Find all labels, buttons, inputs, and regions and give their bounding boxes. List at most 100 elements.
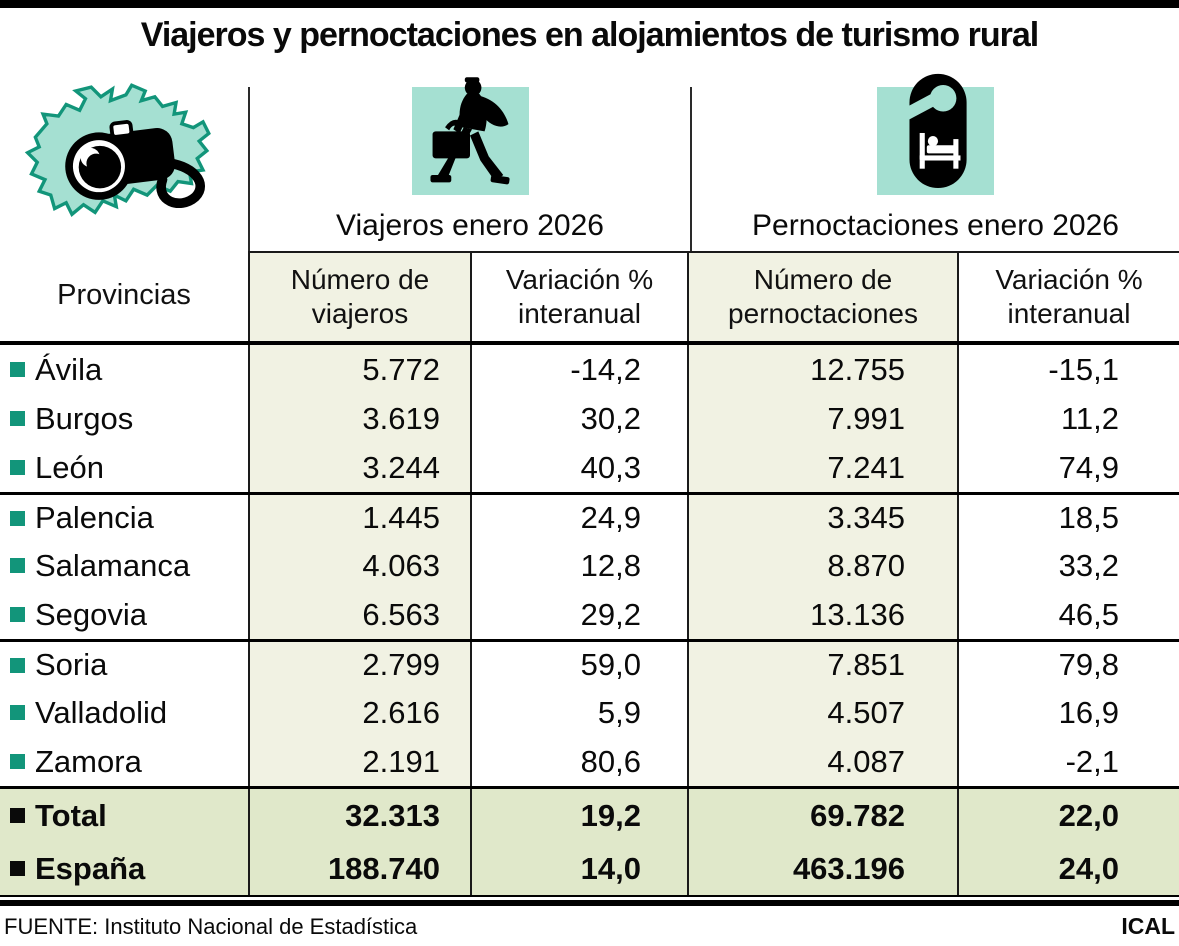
table-row: Soria 2.799 59,0 7.851 79,8 <box>0 639 1179 688</box>
table-row: Ávila 5.772 -14,2 12.755 -15,1 <box>0 345 1179 394</box>
province-bullet-icon <box>10 460 25 475</box>
num-pernoctaciones-value: 69.782 <box>687 789 957 842</box>
num-pernoctaciones-value: 8.870 <box>687 541 957 590</box>
num-pernoctaciones-value: 7.851 <box>687 642 957 688</box>
row-label-cell: Burgos <box>0 394 248 443</box>
row-label-cell: Segovia <box>0 590 248 639</box>
row-label: Total <box>35 797 107 833</box>
row-label-cell: Ávila <box>0 345 248 394</box>
var-viajeros-value: -14,2 <box>470 345 687 394</box>
var-pernoctaciones-value: -2,1 <box>957 737 1179 786</box>
num-pernoctaciones-column-header: Número de pernoctaciones <box>687 251 957 341</box>
bed-glyph <box>919 132 960 169</box>
num-viajeros-value: 5.772 <box>248 345 470 394</box>
total-row: España 188.740 14,0 463.196 24,0 <box>0 842 1179 895</box>
table-row: Burgos 3.619 30,2 7.991 11,2 <box>0 394 1179 443</box>
table-row: Segovia 6.563 29,2 13.136 46,5 <box>0 590 1179 639</box>
province-bullet-icon <box>10 754 25 769</box>
num-pernoctaciones-value: 7.241 <box>687 443 957 492</box>
province-bullet-icon <box>10 705 25 720</box>
num-pernoctaciones-value: 12.755 <box>687 345 957 394</box>
row-label: Zamora <box>35 743 142 779</box>
footer: FUENTE: Instituto Nacional de Estadístic… <box>0 906 1179 940</box>
table-row: Palencia 1.445 24,9 3.345 18,5 <box>0 492 1179 541</box>
var-pernoctaciones-value: 22,0 <box>957 789 1179 842</box>
table-totals: Total 32.313 19,2 69.782 22,0 España 188.740 14… <box>0 786 1179 897</box>
agency-credit: ICAL <box>1121 913 1175 939</box>
var-pernoctaciones-value: 11,2 <box>957 394 1179 443</box>
var-viajeros-value: 14,0 <box>470 842 687 895</box>
table-row: Zamora 2.191 80,6 4.087 -2,1 <box>0 737 1179 786</box>
table-row: Salamanca 4.063 12,8 8.870 33,2 <box>0 541 1179 590</box>
num-pernoctaciones-value: 4.507 <box>687 688 957 737</box>
var-viajeros-value: 24,9 <box>470 495 687 541</box>
row-label-cell: Soria <box>0 642 248 688</box>
num-viajeros-value: 3.619 <box>248 394 470 443</box>
num-viajeros-value: 6.563 <box>248 590 470 639</box>
num-viajeros-value: 188.740 <box>248 842 470 895</box>
province-bullet-icon <box>10 362 25 377</box>
row-label: Valladolid <box>35 694 168 730</box>
var-viajeros-value: 30,2 <box>470 394 687 443</box>
num-pernoctaciones-value: 13.136 <box>687 590 957 639</box>
row-label: León <box>35 449 104 485</box>
pernoctaciones-header-group: Pernoctaciones enero 2026 <box>690 73 1179 251</box>
top-rule <box>0 0 1179 8</box>
var-viajeros-value: 19,2 <box>470 789 687 842</box>
row-label-cell: Zamora <box>0 737 248 786</box>
num-pernoctaciones-value: 463.196 <box>687 842 957 895</box>
province-bullet-icon <box>10 510 25 526</box>
province-bullet-icon <box>10 558 25 573</box>
walking-traveler-icon <box>430 77 510 185</box>
source-text: FUENTE: Instituto Nacional de Estadístic… <box>4 914 418 939</box>
map-column <box>0 61 248 251</box>
viajeros-group-label: Viajeros enero 2026 <box>336 209 604 242</box>
num-viajeros-value: 2.616 <box>248 688 470 737</box>
num-viajeros-value: 3.244 <box>248 443 470 492</box>
page-title: Viajeros y pernoctaciones en alojamiento… <box>140 16 1039 54</box>
traveler-icon-box <box>411 77 529 195</box>
row-label: Palencia <box>35 500 154 535</box>
province-bullet-icon <box>10 607 25 622</box>
row-label: Burgos <box>35 400 134 436</box>
num-viajeros-value: 2.191 <box>248 737 470 786</box>
var-pernoctaciones-value: 79,8 <box>957 642 1179 688</box>
total-bullet-icon <box>10 861 25 876</box>
var-pernoctaciones-value: 18,5 <box>957 495 1179 541</box>
viajeros-header-group: Viajeros enero 2026 <box>248 77 690 251</box>
row-label-cell: León <box>0 443 248 492</box>
castilla-y-leon-map-with-camera-icon <box>24 83 211 217</box>
var-pernoctaciones-value: 16,9 <box>957 688 1179 737</box>
num-viajeros-value: 32.313 <box>248 789 470 842</box>
num-viajeros-column-header: Número de viajeros <box>248 251 470 341</box>
var-pernoctaciones-value: 46,5 <box>957 590 1179 639</box>
var-viajeros-value: 80,6 <box>470 737 687 786</box>
num-pernoctaciones-value: 4.087 <box>687 737 957 786</box>
table-header-zone: Viajeros enero 2026 Pernoctaciones e <box>0 61 1179 251</box>
var-pernoctaciones-column-header: Variación % interanual <box>957 251 1179 341</box>
var-viajeros-value: 59,0 <box>470 642 687 688</box>
var-pernoctaciones-value: 24,0 <box>957 842 1179 895</box>
bottom-rule <box>0 900 1179 906</box>
var-viajeros-value: 12,8 <box>470 541 687 590</box>
province-bullet-icon <box>10 657 25 673</box>
num-viajeros-value: 2.799 <box>248 642 470 688</box>
var-pernoctaciones-value: 33,2 <box>957 541 1179 590</box>
camera-icon <box>65 120 205 209</box>
row-label-cell: España <box>0 842 248 895</box>
row-label: Ávila <box>35 351 103 387</box>
row-label: Soria <box>35 647 108 682</box>
row-label-cell: Palencia <box>0 495 248 541</box>
province-bullet-icon <box>10 411 25 426</box>
row-label: España <box>35 850 146 886</box>
var-viajeros-column-header: Variación % interanual <box>470 251 687 341</box>
num-viajeros-value: 1.445 <box>248 495 470 541</box>
total-row: Total 32.313 19,2 69.782 22,0 <box>0 789 1179 842</box>
door-hanger-icon-box <box>877 73 994 195</box>
column-headers-row: Provincias Número de viajeros Variación … <box>0 251 1179 345</box>
row-label-cell: Salamanca <box>0 541 248 590</box>
var-viajeros-value: 29,2 <box>470 590 687 639</box>
pernoctaciones-group-label: Pernoctaciones enero 2026 <box>752 209 1119 242</box>
table-rows: Ávila 5.772 -14,2 12.755 -15,1 Burgos 3.619 30,… <box>0 345 1179 786</box>
var-viajeros-value: 5,9 <box>470 688 687 737</box>
